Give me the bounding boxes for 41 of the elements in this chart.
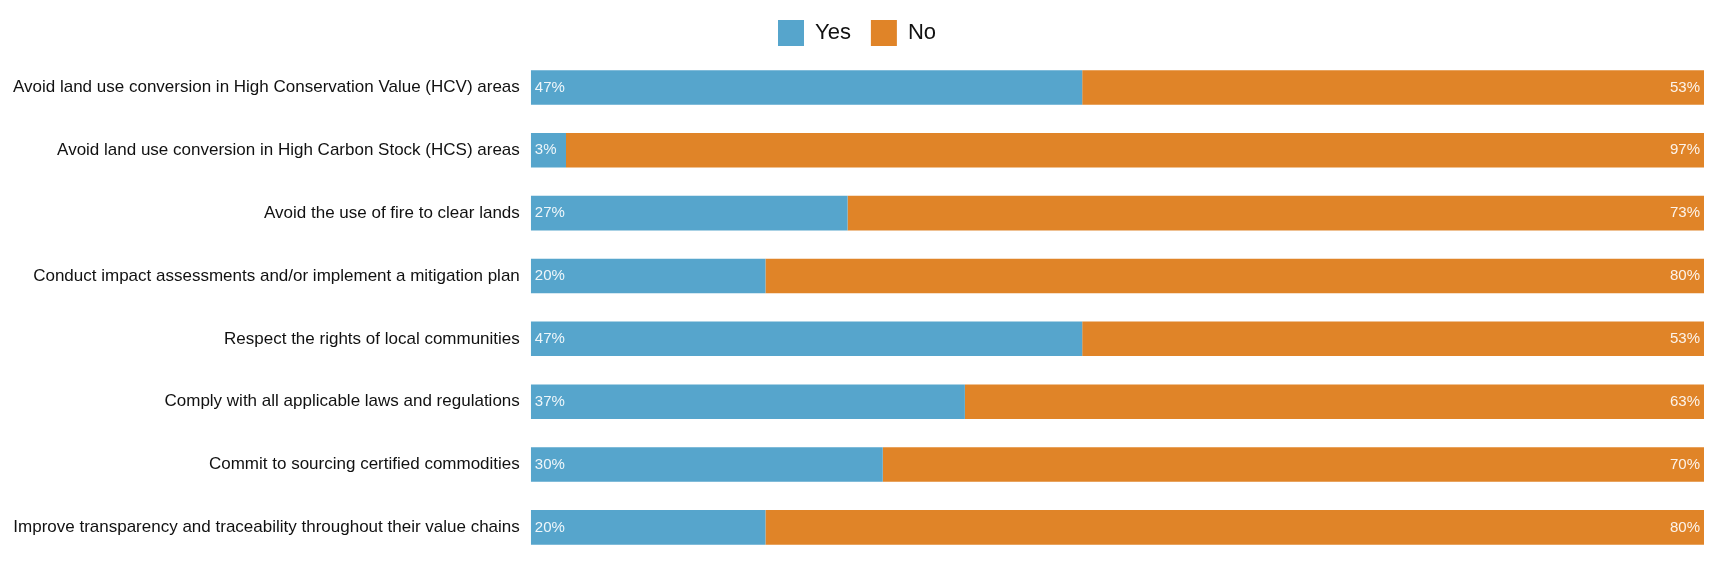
- data-label: 3%: [534, 140, 557, 158]
- data-label: 37%: [534, 391, 565, 409]
- data-label: 97%: [1669, 140, 1700, 158]
- legend-label: Yes: [814, 19, 851, 45]
- y-tick-label: Improve transparency and traceability throughout their value chains: [13, 517, 520, 537]
- bar: [530, 447, 883, 482]
- data-label: 70%: [1669, 454, 1700, 472]
- bar: [530, 321, 1083, 357]
- y-tick-label: Comply with all applicable laws and regulations: [164, 391, 520, 411]
- data-label: 63%: [1669, 391, 1700, 409]
- bar: [530, 70, 1083, 105]
- y-tick-label: Respect the rights of local communities: [224, 328, 520, 348]
- bar: [964, 384, 1704, 419]
- y-tick-label: Avoid land use conversion in High Carbon Stock (HCS) areas: [57, 139, 520, 159]
- data-label: 80%: [1669, 517, 1700, 535]
- bar: [765, 510, 1704, 545]
- legend-label: No: [907, 19, 937, 45]
- y-tick-label: Commit to sourcing certified commodities: [208, 454, 520, 474]
- y-tick-label: Avoid land use conversion in High Conservation Value (HCV) areas: [12, 77, 520, 97]
- bar: [530, 258, 766, 294]
- y-tick-label: Avoid the use of fire to clear lands: [264, 202, 520, 222]
- data-label: 53%: [1669, 328, 1700, 346]
- data-label: 53%: [1669, 77, 1700, 95]
- data-label: 73%: [1669, 203, 1700, 221]
- data-label: 30%: [534, 454, 565, 472]
- bar: [1082, 70, 1704, 105]
- bar: [530, 384, 965, 419]
- bar: [882, 447, 1704, 482]
- bar: [765, 258, 1704, 294]
- data-label: 47%: [534, 328, 565, 346]
- bar: [566, 132, 1704, 168]
- bar: [530, 510, 766, 545]
- data-label: 47%: [534, 77, 565, 95]
- y-tick-label: Conduct impact assessments and/or implement a mitigation plan: [33, 265, 520, 285]
- data-label: 27%: [534, 203, 565, 221]
- bar: [1082, 321, 1704, 357]
- bar: [530, 195, 848, 231]
- data-label: 20%: [534, 517, 565, 535]
- data-label: 20%: [534, 266, 565, 284]
- bar: [847, 195, 1704, 231]
- data-label: 80%: [1669, 266, 1700, 284]
